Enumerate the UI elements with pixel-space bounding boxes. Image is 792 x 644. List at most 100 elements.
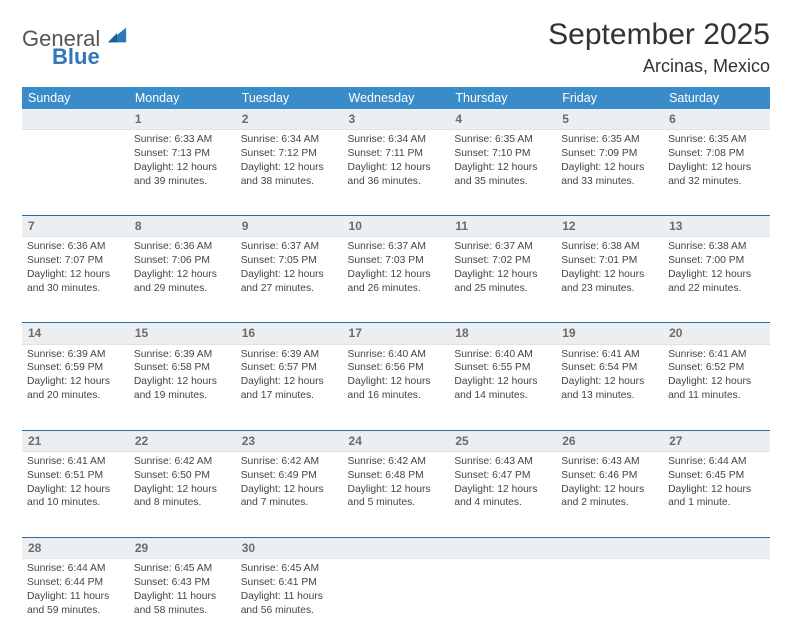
sunrise-text: Sunrise: 6:42 AM xyxy=(241,455,338,469)
sunset-text: Sunset: 6:54 PM xyxy=(561,361,658,375)
day-cell xyxy=(343,558,450,644)
sunrise-text: Sunrise: 6:44 AM xyxy=(668,455,765,469)
weekday-header: Sunday xyxy=(22,87,129,109)
day-cell xyxy=(556,558,663,644)
day-number xyxy=(449,537,556,558)
day-number: 10 xyxy=(343,216,450,237)
week-row: Sunrise: 6:33 AMSunset: 7:13 PM Daylight:… xyxy=(22,130,770,216)
sunset-text: Sunset: 7:09 PM xyxy=(561,147,658,161)
day-number: 22 xyxy=(129,430,236,451)
sunset-text: Sunset: 6:41 PM xyxy=(241,576,338,590)
day-number: 15 xyxy=(129,323,236,344)
day-cell: Sunrise: 6:43 AMSunset: 6:47 PMDaylight:… xyxy=(449,451,556,537)
sunrise-text: Sunrise: 6:36 AM xyxy=(134,240,231,254)
daynum-row: 123456 xyxy=(22,109,770,130)
daylight-line1: Daylight: 12 hours xyxy=(454,375,551,389)
day-number: 1 xyxy=(129,109,236,130)
sunrise-text: Sunrise: 6:37 AM xyxy=(348,240,445,254)
day-cell: Sunrise: 6:39 AMSunset: 6:59 PMDaylight:… xyxy=(22,344,129,430)
day-cell: Sunrise: 6:42 AMSunset: 6:50 PMDaylight:… xyxy=(129,451,236,537)
day-cell: Sunrise: 6:35 AMSunset: 7:08 PMDaylight:… xyxy=(663,130,770,216)
sunset-text: Sunset: 6:44 PM xyxy=(27,576,124,590)
week-row: Sunrise: 6:36 AMSunset: 7:07 PMDaylight:… xyxy=(22,237,770,323)
day-cell: Sunrise: 6:35 AMSunset: 7:09 PMDaylight:… xyxy=(556,130,663,216)
daynum-row: 78910111213 xyxy=(22,216,770,237)
sunrise-text: Sunrise: 6:37 AM xyxy=(241,240,338,254)
calendar-table: Sunday Monday Tuesday Wednesday Thursday… xyxy=(22,87,770,644)
daylight-line2: and 19 minutes. xyxy=(134,389,231,403)
daylight-line2: and 33 minutes. xyxy=(561,175,658,189)
day-number xyxy=(22,109,129,130)
daylight-line1: Daylight: 12 hours xyxy=(241,161,338,175)
daylight-line1: Daylight: 11 hours xyxy=(134,590,231,604)
subtitle-location: Arcinas, Mexico xyxy=(548,56,770,77)
page-title: September 2025 xyxy=(548,18,770,52)
daylight-line2: and 32 minutes. xyxy=(668,175,765,189)
daylight-line2: and 4 minutes. xyxy=(454,496,551,510)
daylight-line1: Daylight: 12 hours xyxy=(561,268,658,282)
day-cell: Sunrise: 6:34 AMSunset: 7:12 PMDaylight:… xyxy=(236,130,343,216)
sunrise-text: Sunrise: 6:42 AM xyxy=(348,455,445,469)
sunset-text: Sunset: 7:05 PM xyxy=(241,254,338,268)
daylight-line2: and 16 minutes. xyxy=(348,389,445,403)
sunrise-text: Sunrise: 6:44 AM xyxy=(27,562,124,576)
sunrise-text: Sunrise: 6:41 AM xyxy=(561,348,658,362)
day-cell: Sunrise: 6:38 AMSunset: 7:00 PMDaylight:… xyxy=(663,237,770,323)
daylight-line2: and 8 minutes. xyxy=(134,496,231,510)
logo-mark-icon xyxy=(106,24,128,46)
day-number: 25 xyxy=(449,430,556,451)
day-number: 2 xyxy=(236,109,343,130)
daylight-line1: Daylight: 11 hours xyxy=(27,590,124,604)
daylight-line2: and 2 minutes. xyxy=(561,496,658,510)
day-number: 8 xyxy=(129,216,236,237)
day-number: 17 xyxy=(343,323,450,344)
sunrise-text: Sunrise: 6:40 AM xyxy=(348,348,445,362)
day-number: 12 xyxy=(556,216,663,237)
day-number: 28 xyxy=(22,537,129,558)
day-number: 29 xyxy=(129,537,236,558)
day-cell: Sunrise: 6:39 AMSunset: 6:57 PMDaylight:… xyxy=(236,344,343,430)
sunset-text: Sunset: 7:01 PM xyxy=(561,254,658,268)
daylight-line2: and 13 minutes. xyxy=(561,389,658,403)
week-row: Sunrise: 6:44 AMSunset: 6:44 PMDaylight:… xyxy=(22,558,770,644)
daylight-line1: Daylight: 12 hours xyxy=(348,483,445,497)
weekday-header-row: Sunday Monday Tuesday Wednesday Thursday… xyxy=(22,87,770,109)
sunset-text: Sunset: 6:48 PM xyxy=(348,469,445,483)
sunrise-text: Sunrise: 6:33 AM xyxy=(134,133,231,147)
sunset-text: Sunset: 6:50 PM xyxy=(134,469,231,483)
daylight-line2: and 7 minutes. xyxy=(241,496,338,510)
daylight-line1: Daylight: 12 hours xyxy=(134,268,231,282)
day-number: 24 xyxy=(343,430,450,451)
day-number: 14 xyxy=(22,323,129,344)
day-number xyxy=(343,537,450,558)
sunset-text: Sunset: 7:10 PM xyxy=(454,147,551,161)
daylight-line2: and 14 minutes. xyxy=(454,389,551,403)
day-number: 23 xyxy=(236,430,343,451)
sunrise-text: Sunrise: 6:42 AM xyxy=(134,455,231,469)
day-number: 20 xyxy=(663,323,770,344)
daylight-line1: Daylight: 12 hours xyxy=(241,268,338,282)
day-cell: Sunrise: 6:36 AMSunset: 7:06 PMDaylight:… xyxy=(129,237,236,323)
daylight-line2: and 1 minute. xyxy=(668,496,765,510)
daylight-line2: and 11 minutes. xyxy=(668,389,765,403)
day-number: 21 xyxy=(22,430,129,451)
daylight-line2: and 25 minutes. xyxy=(454,282,551,296)
weekday-header: Monday xyxy=(129,87,236,109)
daylight-line2: and 29 minutes. xyxy=(134,282,231,296)
day-number: 26 xyxy=(556,430,663,451)
sunset-text: Sunset: 6:49 PM xyxy=(241,469,338,483)
day-number: 5 xyxy=(556,109,663,130)
day-cell xyxy=(449,558,556,644)
day-cell: Sunrise: 6:40 AMSunset: 6:55 PMDaylight:… xyxy=(449,344,556,430)
sunset-text: Sunset: 6:46 PM xyxy=(561,469,658,483)
day-number: 27 xyxy=(663,430,770,451)
day-cell: Sunrise: 6:35 AMSunset: 7:10 PMDaylight:… xyxy=(449,130,556,216)
week-row: Sunrise: 6:41 AMSunset: 6:51 PMDaylight:… xyxy=(22,451,770,537)
sunset-text: Sunset: 7:13 PM xyxy=(134,147,231,161)
sunset-text: Sunset: 7:02 PM xyxy=(454,254,551,268)
day-number: 18 xyxy=(449,323,556,344)
sunset-text: Sunset: 6:45 PM xyxy=(668,469,765,483)
day-number: 19 xyxy=(556,323,663,344)
sunrise-text: Sunrise: 6:38 AM xyxy=(561,240,658,254)
day-cell: Sunrise: 6:43 AMSunset: 6:46 PMDaylight:… xyxy=(556,451,663,537)
